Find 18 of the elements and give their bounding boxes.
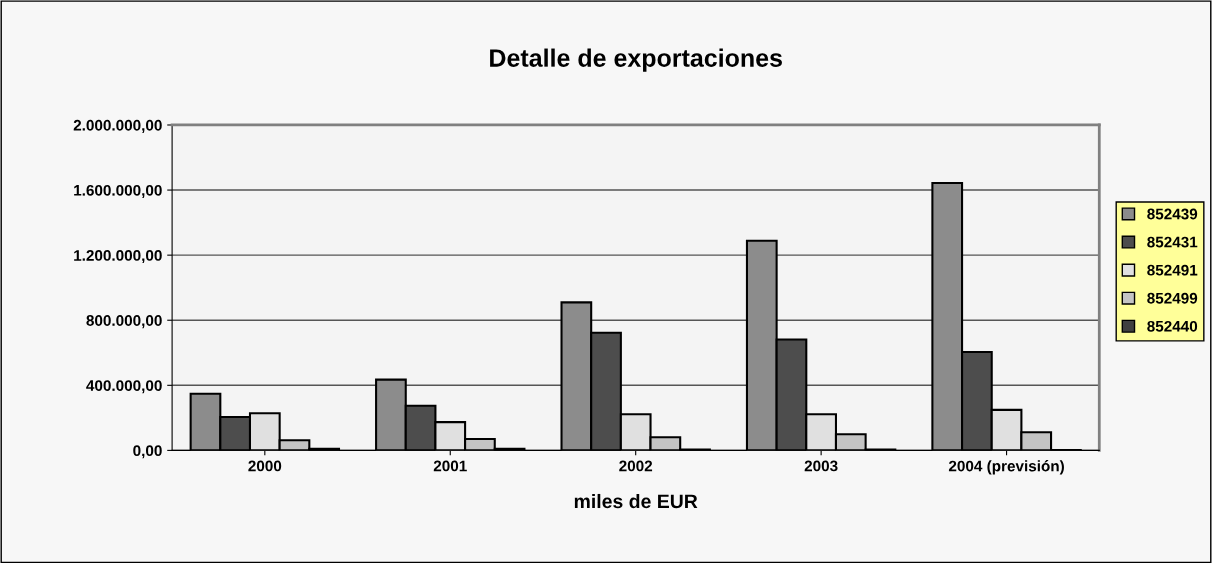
- x-tick-label: 2004 (previsión): [948, 460, 1064, 475]
- x-axis-title: miles de EUR: [574, 493, 698, 509]
- y-tick-label: 2.000.000,00: [73, 119, 162, 133]
- legend-label: 852491: [1147, 264, 1198, 276]
- legend-label: 852431: [1147, 236, 1198, 248]
- x-tick-label: 2002: [619, 460, 653, 472]
- legend-label: 852499: [1147, 292, 1198, 304]
- y-tick-label: 1.600.000,00: [74, 184, 162, 198]
- legend-label: 852440: [1147, 320, 1198, 332]
- x-tick-label: 2003: [804, 460, 838, 472]
- x-tick-label: 2001: [433, 460, 467, 472]
- y-tick-label: 0,00: [133, 445, 162, 459]
- x-tick-label: 2000: [248, 460, 282, 472]
- y-tick-label: 1.200.000,00: [74, 250, 162, 264]
- y-tick-label: 800.000,00: [86, 315, 162, 329]
- legend-label: 852439: [1147, 208, 1198, 220]
- chart-title: Detalle de exportaciones: [490, 48, 782, 72]
- y-tick-label: 400.000,00: [86, 380, 162, 394]
